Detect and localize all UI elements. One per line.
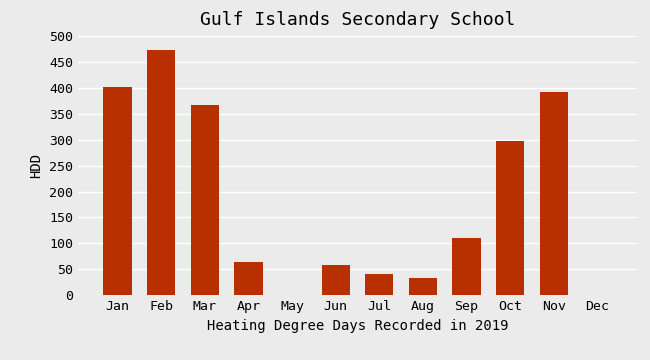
Bar — [147, 50, 176, 295]
Bar — [322, 265, 350, 295]
Y-axis label: HDD: HDD — [30, 153, 44, 178]
Bar — [452, 238, 481, 295]
X-axis label: Heating Degree Days Recorded in 2019: Heating Degree Days Recorded in 2019 — [207, 319, 508, 333]
Bar — [234, 261, 263, 295]
Bar — [496, 141, 525, 295]
Bar — [540, 92, 568, 295]
Title: Gulf Islands Secondary School: Gulf Islands Secondary School — [200, 11, 515, 29]
Bar — [190, 105, 219, 295]
Bar — [365, 274, 393, 295]
Bar — [103, 87, 132, 295]
Bar — [409, 278, 437, 295]
